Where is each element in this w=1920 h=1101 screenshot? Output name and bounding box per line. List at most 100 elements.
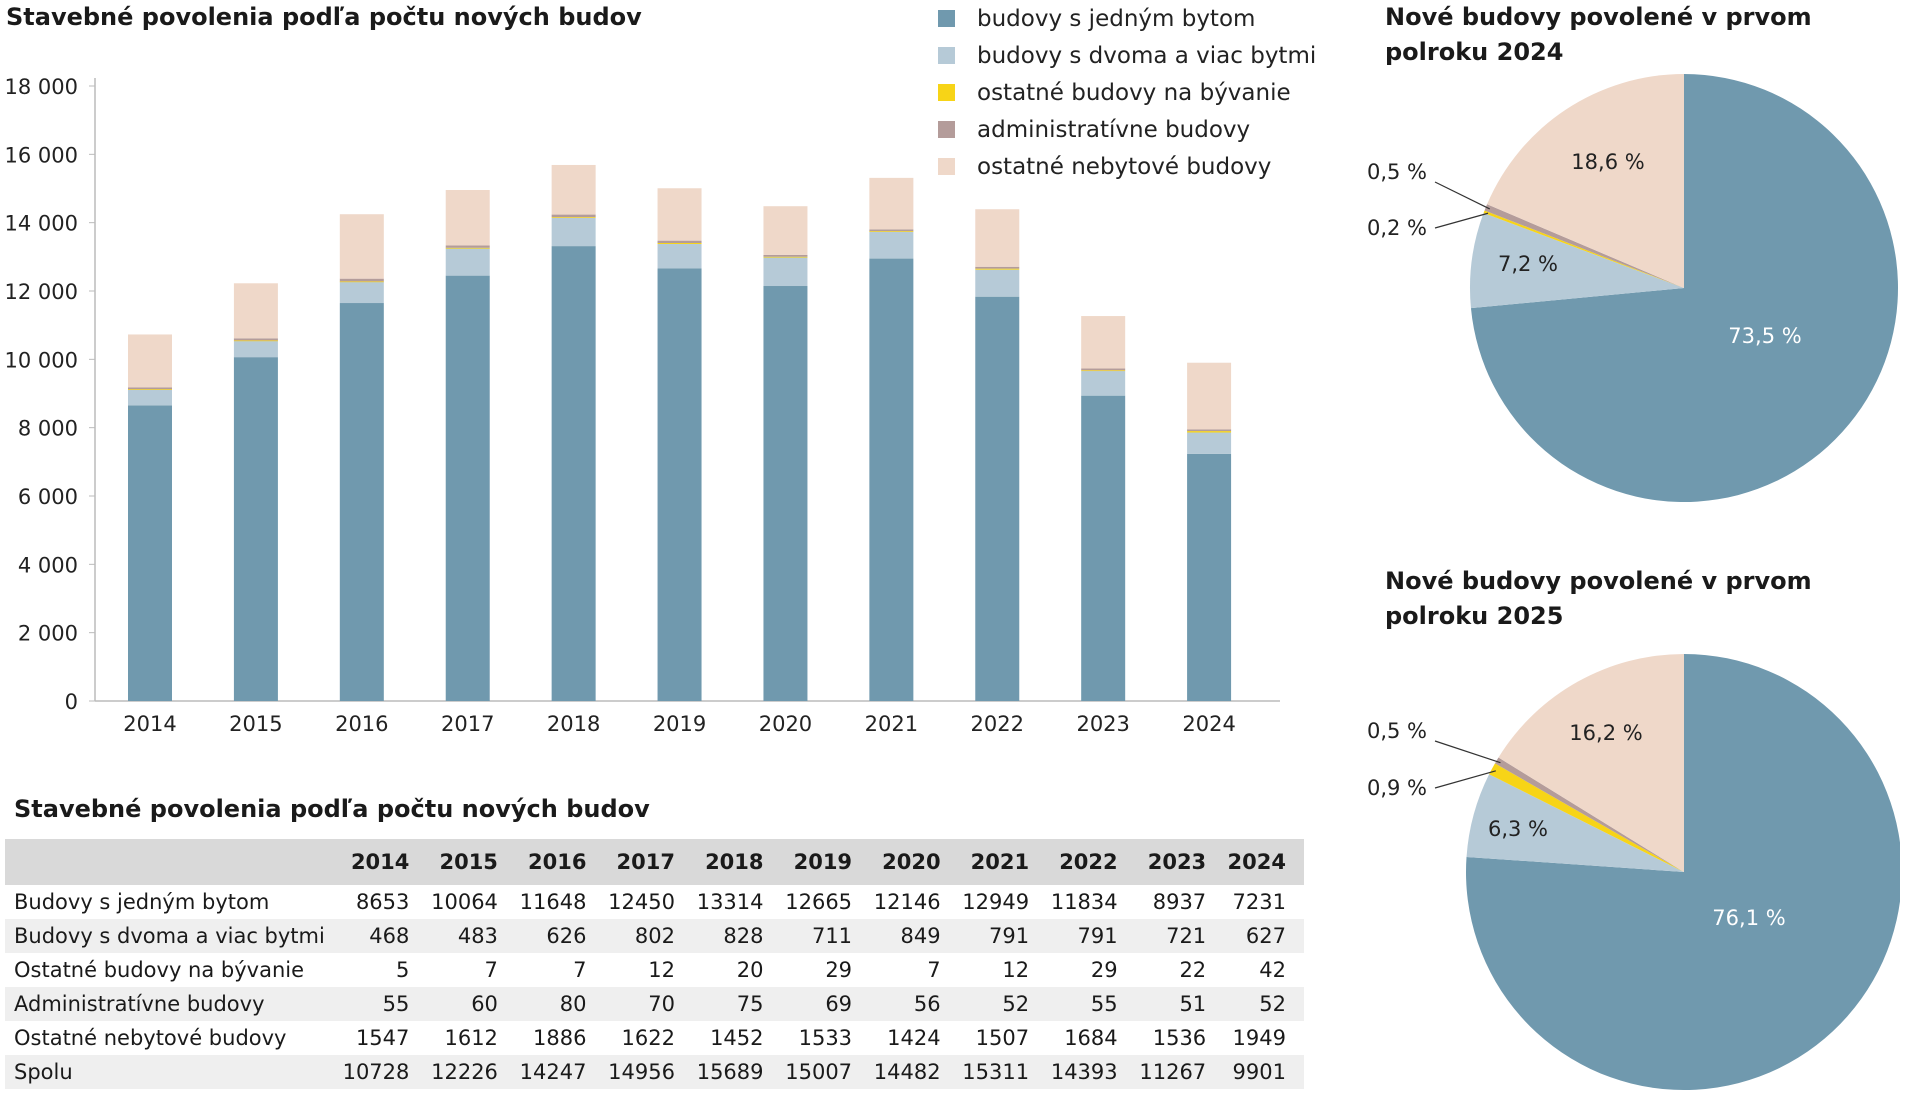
bar-segment — [657, 240, 702, 243]
table-cell: 10064 — [431, 890, 498, 914]
bar-segment — [763, 254, 808, 257]
pie-slice-label: 7,2 % — [1498, 252, 1558, 276]
bar-segment — [445, 248, 490, 276]
bar-segment — [975, 209, 1020, 267]
legend-label: budovy s dvoma a viac bytmi — [977, 42, 1317, 69]
pie-slice — [1494, 757, 1684, 872]
y-tick-label: 18 000 — [5, 75, 78, 99]
y-tick-label: 8 000 — [18, 417, 78, 441]
bar-segment — [551, 217, 596, 218]
y-tick-label: 6 000 — [18, 485, 78, 509]
table-cell: 12 — [648, 958, 675, 982]
table-cell: 51 — [1135, 987, 1225, 1021]
bar-segment — [445, 190, 490, 246]
table-cell: 1424 — [887, 1026, 941, 1050]
pie-slice-label: 73,5 % — [1728, 324, 1801, 348]
pie-slice-label: 0,5 % — [1367, 160, 1427, 184]
legend-label: ostatné nebytové budovy — [977, 153, 1272, 180]
leader-line — [1434, 181, 1491, 210]
bar-segment — [233, 340, 278, 358]
bar-segment — [339, 303, 384, 701]
table-cell: 75 — [692, 987, 782, 1021]
table-header-year: 2014 — [338, 839, 428, 885]
x-tick-label: 2019 — [653, 712, 706, 736]
bar-segment — [128, 387, 172, 390]
bar-segment — [1187, 431, 1232, 433]
bar-segment — [869, 258, 914, 701]
x-tick-label: 2020 — [759, 712, 812, 736]
table-cell: 12450 — [608, 890, 675, 914]
table-cell: 1452 — [710, 1026, 764, 1050]
y-tick-label: 14 000 — [5, 212, 78, 236]
y-tick-label: 16 000 — [5, 143, 78, 167]
table-header-row: 2014 2015 2016 2017 2018 2019 2020 2021 2022 2023… — [5, 839, 1304, 885]
table-row: Budovy s dvoma a viac bytmi 468 483 626 802 8… — [5, 919, 1304, 953]
bar-segment — [1081, 370, 1126, 372]
table-cell: 721 — [1135, 919, 1225, 953]
bar-segment — [1081, 371, 1126, 396]
y-tick-label: 10 000 — [5, 348, 78, 372]
table-cell: 12146 — [873, 890, 941, 914]
table-row: Administratívne budovy 55 60 80 70 75 69 56 52 55… — [5, 987, 1304, 1021]
table-cell: 791 — [1047, 919, 1136, 953]
table-cell: 468 — [338, 919, 428, 953]
bar-segment — [128, 389, 172, 390]
table-cell: 7 — [484, 958, 498, 982]
chart-legend: budovy s jedným bytom budovy s dvoma a vi… — [938, 0, 1316, 185]
bar-segment — [339, 281, 384, 283]
table-cell: 55 — [1047, 987, 1136, 1021]
bar-segment — [657, 242, 702, 244]
table-cell: 70 — [604, 987, 693, 1021]
bar-segment — [1187, 429, 1232, 432]
table-row-label: Ostatné budovy na bývanie — [14, 958, 305, 982]
legend-swatch — [938, 84, 955, 101]
table-cell: 626 — [515, 919, 605, 953]
table-cell: 12 — [1002, 958, 1030, 982]
bar-segment — [763, 286, 808, 701]
bar-segment — [1081, 395, 1126, 701]
table-cell: 15689 — [692, 1055, 782, 1089]
pie-chart-2025-title: Nové budovy povolené v prvom polroku 202… — [1385, 567, 1812, 630]
table-cell: 14482 — [870, 1055, 959, 1089]
table-cell: 1547 — [355, 1026, 410, 1050]
table-header-year: 2023 — [1135, 839, 1225, 885]
table-cell: 11267 — [1135, 1055, 1225, 1089]
table-cell: 69 — [781, 987, 871, 1021]
table-cell: 15311 — [958, 1055, 1048, 1089]
x-tick-label: 2021 — [865, 712, 918, 736]
x-tick-label: 2014 — [123, 712, 176, 736]
bar-segment — [975, 296, 1020, 701]
bar-segment — [975, 269, 1020, 297]
bar-segment — [339, 281, 384, 304]
table-header-year: 2024 — [1224, 839, 1304, 885]
table-cell: 52 — [958, 987, 1048, 1021]
table-cell: 1886 — [533, 1026, 587, 1050]
table-row-label: Ostatné nebytové budovy — [14, 1026, 287, 1050]
pie-slice — [1483, 210, 1684, 288]
table-cell: 10728 — [338, 1055, 428, 1089]
table-header-year: 2020 — [870, 839, 959, 885]
table-cell: 20 — [736, 958, 764, 982]
bar-segment — [551, 214, 596, 218]
pie-slice — [1487, 74, 1684, 288]
bar-segment — [233, 283, 278, 339]
bar-segment — [869, 177, 914, 230]
table-header-year: 2017 — [604, 839, 693, 885]
pie-chart-2024-title: Nové budovy povolené v prvom polroku 202… — [1385, 3, 1812, 66]
pie-slice-label: 0,2 % — [1367, 216, 1427, 240]
bar-segment — [975, 266, 1020, 269]
bar-segment — [1187, 362, 1232, 430]
bar-segment — [975, 268, 1020, 270]
bar-chart-title: Stavebné povolenia podľa počtu nových bu… — [6, 3, 642, 31]
table-cell: 849 — [870, 919, 959, 953]
x-tick-label: 2022 — [971, 712, 1024, 736]
bar-segment — [551, 217, 596, 247]
x-tick-label: 2017 — [441, 712, 494, 736]
y-tick-label: 2 000 — [18, 622, 78, 646]
bar-segment — [128, 389, 172, 406]
legend-swatch — [938, 10, 955, 27]
legend-item: ostatné budovy na bývanie — [938, 74, 1316, 111]
pie-slice-label: 16,2 % — [1569, 721, 1642, 745]
table-cell: 1612 — [444, 1026, 498, 1050]
legend-swatch — [938, 158, 955, 175]
